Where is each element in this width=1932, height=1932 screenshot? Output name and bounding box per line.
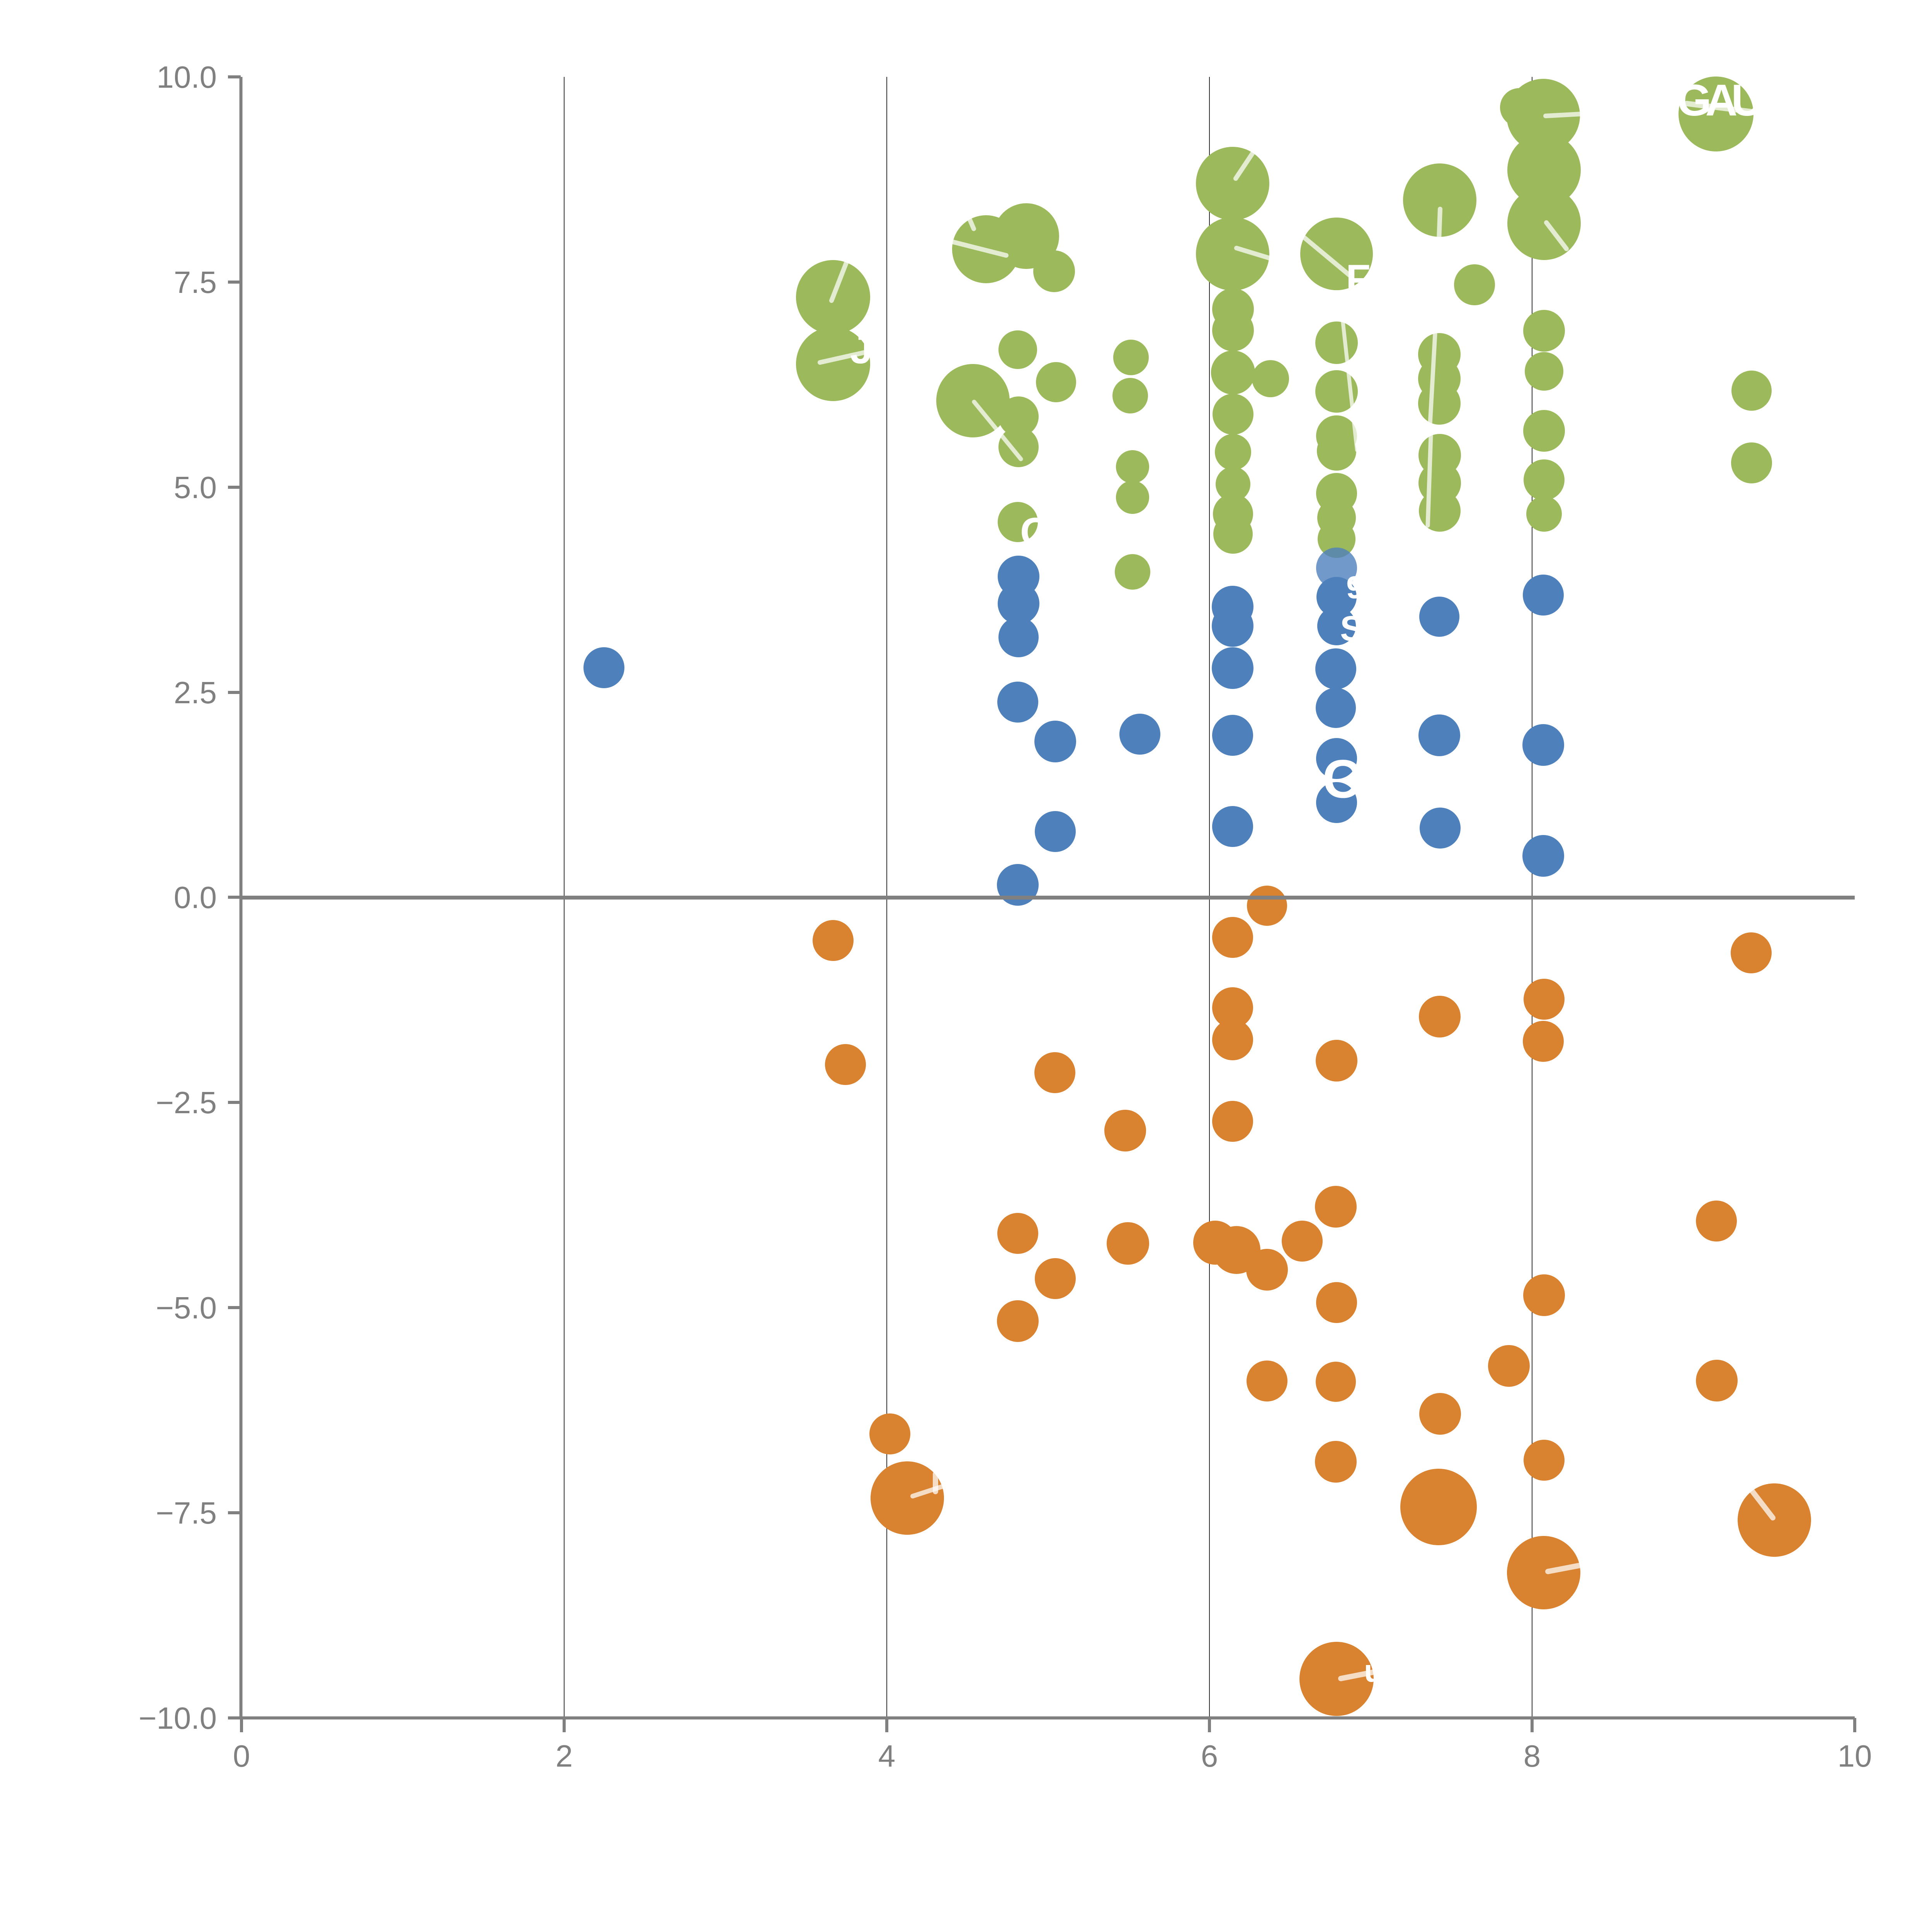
svg-text:u: u [1364, 1653, 1383, 1689]
svg-text:C: C [1020, 510, 1049, 555]
svg-text:5.0: 5.0 [174, 470, 217, 505]
svg-text:9: 9 [1346, 570, 1364, 605]
svg-text:S: S [1340, 609, 1364, 648]
svg-text:8: 8 [1524, 1739, 1541, 1773]
svg-text:−2.5: −2.5 [156, 1085, 217, 1120]
svg-text:C: C [1322, 748, 1361, 809]
svg-text:7.5: 7.5 [174, 265, 217, 299]
svg-text:4: 4 [878, 1739, 896, 1773]
svg-text:−5.0: −5.0 [156, 1291, 217, 1325]
svg-text:−7.5: −7.5 [156, 1496, 217, 1530]
svg-text:6: 6 [1201, 1739, 1218, 1773]
svg-text:0: 0 [233, 1739, 250, 1773]
svg-text:10: 10 [1838, 1739, 1872, 1773]
svg-text:−10.0: −10.0 [139, 1701, 217, 1735]
svg-text:0.0: 0.0 [174, 880, 217, 915]
svg-text:J: J [850, 327, 872, 372]
svg-text:2: 2 [556, 1739, 573, 1773]
svg-text:F: F [1346, 257, 1371, 302]
svg-text:10.0: 10.0 [156, 60, 217, 94]
svg-text:2.5: 2.5 [174, 675, 217, 710]
svg-text:GAUW: GAUW [1677, 76, 1799, 125]
